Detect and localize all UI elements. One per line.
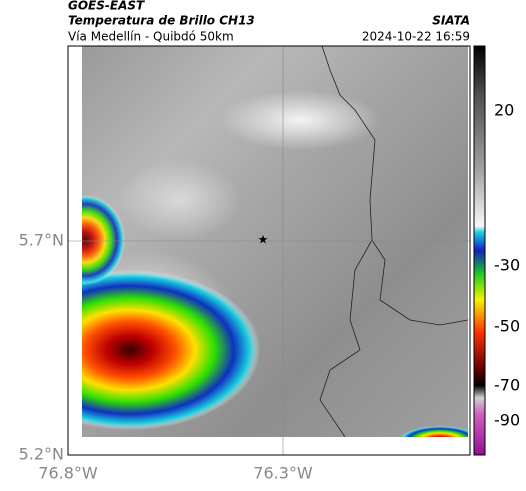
title: Temperatura de Brillo CH13	[68, 14, 255, 28]
storm-cell	[82, 270, 260, 430]
no-data	[68, 437, 470, 455]
city-marker: ★	[258, 233, 269, 247]
datetime: 2024-10-22 16:59	[362, 30, 470, 44]
x-tick-label: 76.8°W	[38, 464, 98, 483]
y-tick-label: 5.2°N	[19, 445, 64, 464]
colorbar	[473, 45, 486, 456]
cloud	[220, 90, 380, 150]
storm-cell	[82, 195, 125, 285]
cloud	[120, 160, 240, 240]
satellite-image	[82, 46, 468, 437]
source: GOES-EAST	[68, 0, 145, 13]
no-data	[68, 46, 82, 455]
organization: SIATA	[432, 14, 470, 28]
storm-cell	[400, 426, 468, 437]
x-tick-label: 76.3°W	[253, 464, 313, 483]
colorbar-tick-label: -70	[494, 376, 520, 395]
map-frame	[67, 45, 471, 456]
colorbar-tick-label: -50	[494, 317, 520, 336]
y-tick-label: 5.7°N	[19, 231, 64, 250]
colorbar-tick-label: -30	[494, 256, 520, 275]
subtitle: Vía Medellín - Quibdó 50km	[68, 30, 234, 44]
colorbar-tick-label: 20	[494, 101, 514, 120]
colorbar-tick-label: -90	[494, 411, 520, 430]
boundary	[319, 46, 468, 437]
